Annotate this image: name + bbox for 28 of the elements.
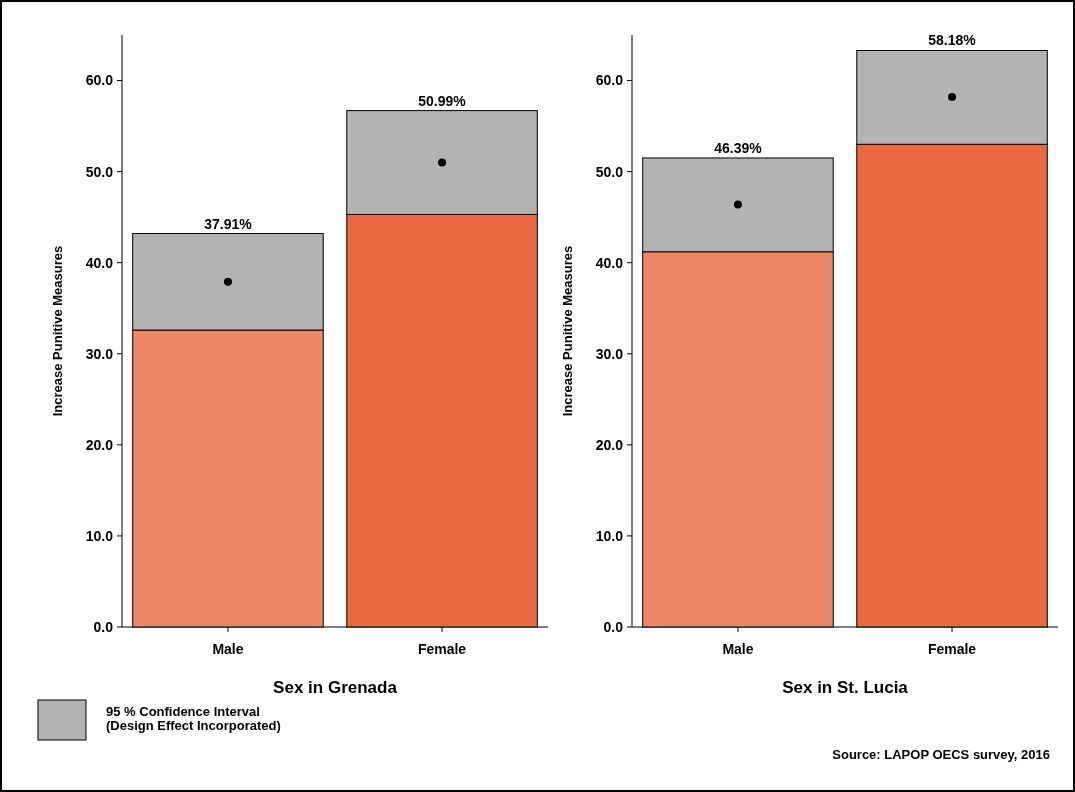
y-tick-label: 40.0	[85, 254, 114, 271]
annotation: 50.99%	[418, 92, 467, 109]
y-tick-label: 60.0	[85, 72, 114, 89]
text: 95 % Confidence Interval (Design Effect Incorporated)	[106, 704, 281, 733]
y-tick-label: 50.0	[595, 163, 624, 180]
x-tick-label: Male	[722, 641, 754, 657]
x-tick-label: Female	[927, 641, 977, 657]
x-tick-label: Male	[212, 641, 244, 657]
y-tick-label: 30.0	[595, 345, 624, 362]
y-tick-label: 0.0	[93, 618, 114, 635]
y-tick-label: 0.0	[603, 618, 624, 635]
source-note: Source: LAPOP OECS survey, 2016	[832, 747, 1050, 762]
y-axis-title: Increase Punitive Measures	[50, 245, 65, 417]
x-tick-label: Female	[417, 641, 467, 657]
y-tick-label: 50.0	[85, 163, 114, 180]
y-tick-label: 40.0	[595, 254, 624, 271]
y-tick-label: 20.0	[85, 436, 114, 453]
annotation: 58.18%	[928, 32, 977, 49]
y-tick-label: 10.0	[595, 527, 624, 544]
y-tick-label: 60.0	[595, 72, 624, 89]
y-tick-label: 20.0	[595, 436, 624, 453]
annotation: 37.91%	[204, 215, 253, 232]
x-axis-title: Sex in St. Lucia	[782, 678, 909, 697]
annotation: 46.39%	[714, 139, 763, 156]
y-tick-label: 30.0	[85, 345, 114, 362]
y-axis-title: Increase Punitive Measures	[560, 245, 575, 417]
x-axis-title: Sex in Grenada	[273, 678, 398, 697]
y-tick-label: 10.0	[85, 527, 114, 544]
